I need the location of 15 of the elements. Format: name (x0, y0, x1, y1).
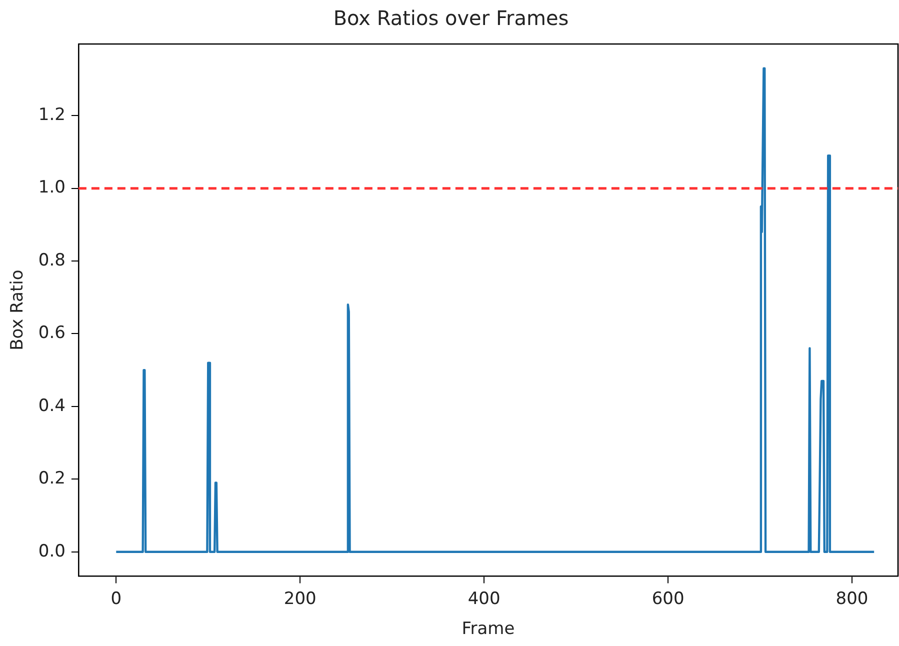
y-tick-label: 1.0 (38, 178, 66, 198)
x-tick-label: 200 (284, 588, 316, 609)
y-tick-label: 1.2 (38, 105, 66, 126)
y-tick-label: 0.0 (38, 541, 66, 562)
y-tick-label: 0.8 (38, 250, 66, 270)
chart-title: Box Ratios over Frames (333, 6, 569, 30)
x-tick-label: 0 (110, 588, 122, 609)
y-axis-title: Box Ratio (8, 270, 28, 350)
x-tick-label: 400 (468, 588, 500, 609)
y-tick-label: 0.2 (38, 468, 66, 489)
x-axis-title: Frame (462, 619, 515, 640)
y-tick-label: 0.6 (38, 323, 66, 344)
x-tick-label: 600 (652, 588, 684, 609)
y-tick-label: 0.4 (38, 396, 66, 416)
x-tick-label: 800 (836, 588, 868, 609)
